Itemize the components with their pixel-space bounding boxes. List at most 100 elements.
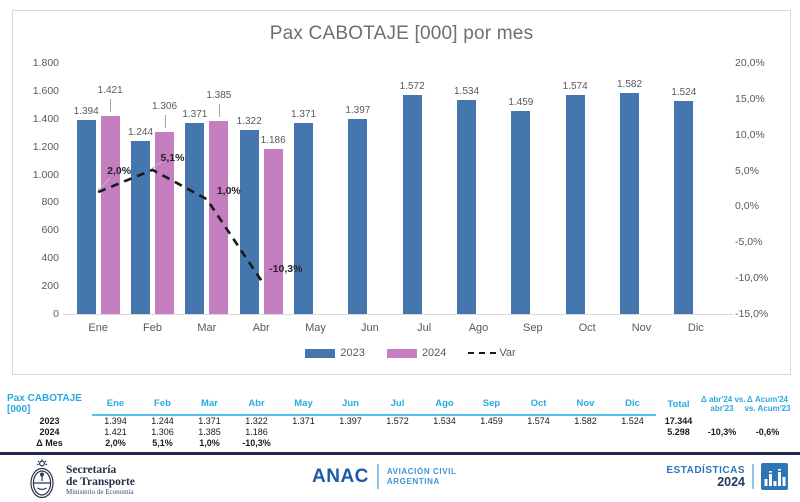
table-cell: 1.459 [480,416,503,426]
x-axis-category-label: Sep [523,322,543,334]
table-cell-delta-month [701,438,743,449]
y-axis-tick-label: 1.800 [32,57,59,69]
table-cell-delta-month: -10,3% [707,427,737,437]
bar-2023 [402,94,422,314]
table-header-month: Jul [374,393,421,416]
legend-label-2023: 2023 [340,347,365,359]
table-cell [562,427,609,438]
table-cell: 1.322 [245,416,268,426]
table-cell [374,438,421,449]
table-cell-total: 5.298 [667,427,690,437]
anac-tagline: AVIACIÓN CIVIL ARGENTINA [387,467,457,486]
x-axis-category-label: May [305,322,326,334]
table-cell [280,427,327,438]
label-leader-line [110,98,112,112]
bar-value-label: 1.385 [206,89,232,101]
table-header-month: Nov [562,393,609,416]
secondary-axis-tick-label: -5,0% [735,236,763,249]
x-axis-category-label: Oct [578,322,596,334]
y-axis-tick-label: 1.600 [32,84,59,97]
legend-dash-icon [468,352,497,354]
legend-swatch-2024 [386,348,417,358]
secondary-axis-tick-label: -10,0% [735,272,769,285]
table-row: 2023 1.394 1.244 1.371 1.322 1.371 1.397 1.572 1… [7,415,792,427]
var-value-label: 5,1% [160,151,185,164]
x-axis-category-label: Ago [468,322,489,334]
bar-value-label: 1.524 [671,87,697,99]
table-cell: 1.394 [104,416,127,426]
table-header-delta-acum: Δ Acum'24 vs. Acum'23 [744,395,791,413]
table-cell [515,427,562,438]
table-header-month: Sep [468,393,515,416]
table-cell: 1.186 [245,427,268,437]
table-header-month: Oct [515,393,562,416]
footer: Secretaría de Transporte Ministerio de E… [0,452,800,502]
table-cell [421,427,468,438]
bar-2023 [76,119,96,314]
table-cell: -10,3% [242,438,271,448]
table-header-month: Dic [609,393,656,416]
secretaria-line1: Secretaría [66,463,117,476]
table-header-month: Abr [233,393,280,416]
y-axis-tick-label: 600 [41,224,59,237]
secondary-axis-tick-label: 5,0% [735,164,759,177]
table-header-month: Mar [186,393,233,416]
anac-wordmark: ANAC [312,465,369,487]
table-cell [562,438,609,449]
secretaria-logo-block: Secretaría de Transporte Ministerio de E… [26,459,135,501]
table-cell: 1.582 [574,416,597,426]
y-axis-tick-label: 1.400 [32,112,59,125]
table-cell: 1.534 [433,416,456,426]
estadisticas-line2: 2024 [717,474,745,489]
table-cell [374,427,421,438]
legend-swatch-2023 [305,348,336,358]
bar-value-label: 1.322 [236,115,262,127]
estadisticas-block: ESTADÍSTICAS 2024 [666,463,788,490]
bar-2023 [185,122,205,314]
table-cell: 2,0% [105,438,126,448]
x-axis-line [63,314,733,315]
table-cell: 1.244 [151,416,174,426]
table-row-label: Δ Mes [36,438,63,448]
x-axis-category-label: Abr [252,322,270,334]
anac-divider [376,464,379,489]
table-cell: 1,0% [199,438,220,448]
secondary-axis-tick-label: 0,0% [735,200,759,213]
bar-2023 [239,129,259,314]
bar-value-label: 1.306 [151,100,178,112]
x-axis-category-label: Nov [631,322,652,334]
secondary-axis-tick-label: 15,0% [735,92,765,105]
bar-value-label: 1.582 [616,79,643,91]
bar-value-label: 1.186 [260,134,286,146]
bar-2023 [511,110,531,314]
bar-value-label: 1.421 [97,84,123,96]
label-leader-line [164,114,166,128]
bar-value-label: 1.574 [562,80,588,92]
bar-2024 [100,115,120,314]
table-row-label: 2023 [39,415,60,426]
anac-logo-block: ANAC AVIACIÓN CIVIL ARGENTINA [312,464,456,489]
table-cell: 1.371 [198,416,221,426]
table-cell-delta-month [701,415,743,427]
legend-item-var: Var [468,347,516,359]
bar-2023 [131,140,150,314]
y-axis-tick-label: 0 [53,308,59,320]
table-cell [609,427,656,438]
label-leader-line [218,103,220,117]
table-header-month: Ene [92,393,139,416]
estadisticas-divider [752,464,754,489]
secretaria-line2: de Transporte [66,475,135,488]
table-header-delta-month: Δ abr'24 vs. abr'23 [701,395,746,413]
table-cell: 1.421 [104,427,127,437]
table-header-title: Pax CABOTAJE [000] [7,393,82,415]
table-cell [515,438,562,449]
bar-value-label: 1.394 [73,105,99,117]
table-cell [609,438,656,449]
table-header-month: Feb [139,393,186,416]
x-axis-category-label: Dic [687,322,704,334]
secondary-axis-tick-label: 20,0% [735,57,765,69]
legend-label-var: Var [499,347,516,359]
var-value-label: -10,3% [269,263,303,276]
table-cell: 1.371 [292,416,315,426]
table-cell [421,438,468,449]
